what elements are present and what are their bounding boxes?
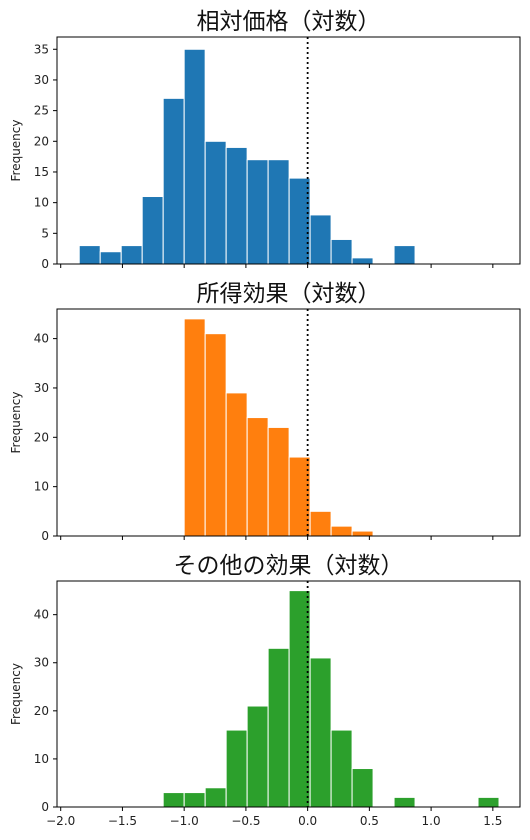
x-tick-label: −0.5 <box>231 814 260 828</box>
x-tick-label: 1.0 <box>422 814 441 828</box>
y-tick-label: 10 <box>34 752 49 766</box>
histogram-bar <box>183 48 206 265</box>
y-tick-label: 10 <box>34 196 49 210</box>
histogram-bar <box>351 530 374 537</box>
histogram-bar <box>267 647 290 808</box>
y-tick-label: 40 <box>34 608 49 622</box>
histogram-bar <box>204 140 227 265</box>
y-tick-label: 30 <box>34 656 49 670</box>
histogram-bar <box>330 729 353 808</box>
y-axis-label: Frequency <box>9 663 23 725</box>
histogram-bar <box>288 177 311 265</box>
plot-frame <box>56 580 521 808</box>
y-tick-label: 20 <box>34 134 49 148</box>
histogram-bar <box>225 392 248 537</box>
y-tick-label: 40 <box>34 332 49 346</box>
panel-other-effect: その他の効果（対数） Frequency 0 10 20 30 40 −2.0 −1.5 −1.0… <box>9 553 521 828</box>
histogram-bar <box>225 146 248 265</box>
histogram-bar <box>162 97 185 265</box>
histogram-bar <box>330 525 353 537</box>
y-axis-label: Frequency <box>9 120 23 182</box>
x-tick-label: −1.0 <box>170 814 199 828</box>
y-tick-label: 0 <box>41 529 49 543</box>
histogram-bar <box>246 417 269 537</box>
histogram-bar <box>246 159 269 265</box>
histogram-bar <box>288 590 311 808</box>
histogram-bar <box>120 245 143 265</box>
histogram-bar <box>225 729 248 808</box>
histogram-bar <box>162 792 185 808</box>
histogram-bar <box>351 768 374 808</box>
histogram-bar <box>309 657 332 808</box>
panel-income-effect: 所得効果（対数） Frequency 0 10 20 30 40 <box>9 281 521 543</box>
y-tick-label: 20 <box>34 430 49 444</box>
histogram-bar <box>477 796 500 808</box>
y-tick-label: 20 <box>34 704 49 718</box>
y-tick-label: 0 <box>41 257 49 271</box>
x-tick-label: −2.0 <box>46 814 75 828</box>
histogram-bar <box>393 796 416 808</box>
y-tick-label: 5 <box>41 226 49 240</box>
histogram-bar <box>309 510 332 537</box>
y-tick-label: 30 <box>34 73 49 87</box>
histogram-bar <box>99 251 122 265</box>
histogram-bar <box>204 787 227 808</box>
histogram-bar <box>267 426 290 537</box>
histogram-bar <box>246 705 269 808</box>
x-tick-label: −1.5 <box>108 814 137 828</box>
y-tick-label: 10 <box>34 480 49 494</box>
chart-title: その他の効果（対数） <box>174 553 404 579</box>
histogram-bar <box>267 159 290 265</box>
y-tick-label: 30 <box>34 381 49 395</box>
chart-title: 相対価格（対数） <box>197 9 381 35</box>
histogram-bar <box>330 238 353 265</box>
x-tick-label: 0.5 <box>360 814 379 828</box>
y-axis-label: Frequency <box>9 392 23 454</box>
histogram-bar <box>183 318 206 537</box>
y-tick-label: 35 <box>34 42 49 56</box>
histogram-bar <box>78 245 101 265</box>
histogram-bar <box>141 196 164 265</box>
histogram-bar <box>309 214 332 265</box>
histogram-bar <box>351 257 374 265</box>
x-tick-label: 1.5 <box>483 814 502 828</box>
chart-title: 所得効果（対数） <box>197 281 381 307</box>
y-tick-label: 25 <box>34 104 49 118</box>
plot-frame <box>56 308 521 537</box>
y-tick-label: 0 <box>41 800 49 814</box>
plot-frame <box>56 36 521 265</box>
x-tick-label: 0.0 <box>298 814 317 828</box>
histogram-bar <box>183 792 206 808</box>
y-tick-label: 15 <box>34 165 49 179</box>
panel-relative-price: 相対価格（対数） Frequency 0 5 10 15 20 25 30 35 <box>9 9 521 271</box>
histogram-bar <box>204 333 227 537</box>
histogram-bar <box>393 245 416 265</box>
